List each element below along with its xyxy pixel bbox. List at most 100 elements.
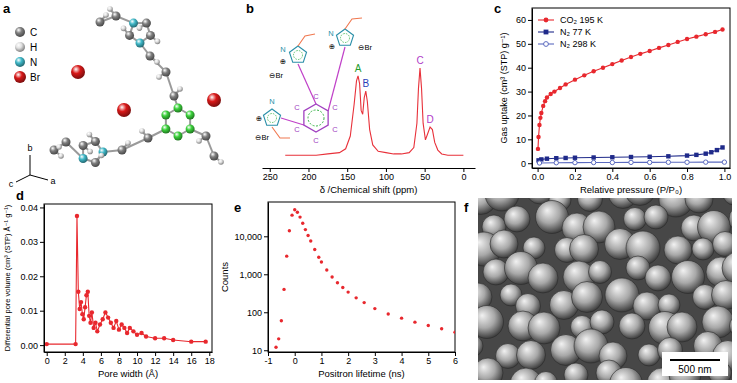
tick-label: 50 xyxy=(516,39,526,49)
data-point xyxy=(75,214,79,218)
data-point xyxy=(720,27,724,31)
tick-label: 0.8 xyxy=(681,172,694,182)
atom xyxy=(99,153,105,159)
inset-label: N xyxy=(269,97,274,106)
data-point xyxy=(73,342,77,346)
structure-panel: aCHNBrcba xyxy=(3,1,224,189)
data-point xyxy=(325,268,328,271)
data-point xyxy=(95,329,99,333)
sem-panel: 500 nmf xyxy=(461,175,737,383)
tick: 10,000 xyxy=(234,232,268,242)
data-point xyxy=(400,316,403,319)
data-point xyxy=(162,336,166,340)
particle xyxy=(572,282,603,313)
data-point xyxy=(117,327,121,331)
data-point xyxy=(309,239,312,242)
tick-label: 0.02 xyxy=(20,272,38,282)
data-point xyxy=(93,321,97,325)
tick-label: 0.03 xyxy=(20,237,38,247)
tick: 150 xyxy=(340,168,355,182)
tick: 200 xyxy=(301,168,316,182)
inset-label: C xyxy=(332,103,338,112)
atom xyxy=(146,52,155,61)
tick: 60 xyxy=(516,15,532,25)
data-point xyxy=(610,62,614,66)
panel-label: f xyxy=(464,200,469,215)
particle xyxy=(685,198,713,213)
data-point xyxy=(647,155,651,159)
data-point xyxy=(122,326,126,330)
data-point xyxy=(135,333,139,337)
tick-label: 40 xyxy=(516,63,526,73)
data-point xyxy=(440,327,443,330)
data-point xyxy=(76,290,80,294)
data-point xyxy=(573,77,577,81)
particle xyxy=(578,198,603,212)
tick-mark xyxy=(40,276,44,277)
atom xyxy=(154,59,160,65)
peak-label: A xyxy=(355,63,362,74)
tick: 0.8 xyxy=(681,168,694,182)
inset-bond xyxy=(281,118,304,125)
data-point xyxy=(536,147,540,151)
particle xyxy=(664,236,692,264)
data-point xyxy=(552,89,556,93)
tick-mark xyxy=(40,345,44,346)
data-point xyxy=(288,229,291,232)
particle xyxy=(638,344,660,366)
tick: 100 xyxy=(379,168,394,182)
atom xyxy=(218,159,224,165)
tick-mark xyxy=(264,350,268,351)
data-point xyxy=(362,301,365,304)
tick: -1 xyxy=(264,352,272,366)
data-point xyxy=(306,234,309,237)
scale-bar xyxy=(670,359,720,361)
data-point xyxy=(80,312,84,316)
particle xyxy=(535,372,558,381)
axis-line xyxy=(533,168,731,169)
data-point xyxy=(554,161,558,165)
data-point xyxy=(114,319,118,323)
data-point xyxy=(720,145,724,149)
data-point xyxy=(282,288,285,291)
inset-label: ⊖Br xyxy=(358,43,372,52)
molecule xyxy=(50,6,224,167)
data-point xyxy=(619,58,623,62)
tick-label: 4 xyxy=(400,356,405,366)
atom xyxy=(186,111,195,120)
atom xyxy=(79,141,88,150)
plot-area xyxy=(45,214,208,346)
atom xyxy=(121,26,127,32)
tick: 5 xyxy=(426,352,431,366)
inset-label: C xyxy=(294,103,300,112)
tick-label: 2 xyxy=(63,356,68,366)
tick-label: 1 xyxy=(319,356,324,366)
y-axis: 0.000.010.020.030.04 xyxy=(20,203,44,353)
inset-label: C xyxy=(313,92,319,101)
y-axis-title: Differential pore volume (cm³ (STP) Å⁻¹ … xyxy=(3,204,12,351)
tick: 0 xyxy=(461,168,466,182)
atom xyxy=(139,128,145,134)
tick-label: 5 xyxy=(426,356,431,366)
inset-ring xyxy=(289,46,306,62)
x-axis-title: δ /Chemical shift (ppm) xyxy=(320,184,418,195)
particle xyxy=(723,198,732,205)
data-point xyxy=(563,82,567,86)
chart-panel: 0246810121416180.000.010.020.030.04Pore … xyxy=(3,188,215,379)
axis-line xyxy=(45,352,213,353)
tick-label: 0.00 xyxy=(20,340,38,350)
data-point xyxy=(387,312,390,315)
atom xyxy=(137,25,143,31)
inset-label: C xyxy=(294,125,300,134)
atom xyxy=(112,12,121,21)
panel-label: b xyxy=(246,1,254,16)
tick: 0 xyxy=(293,352,298,366)
tick-label: 1,000 xyxy=(239,270,262,280)
plot-frame xyxy=(532,8,730,168)
data-point xyxy=(101,317,105,321)
data-point xyxy=(98,322,102,326)
axis-line xyxy=(263,168,476,169)
tick-label: 1.0 xyxy=(719,172,732,182)
data-point xyxy=(427,324,430,327)
atom xyxy=(142,19,151,28)
